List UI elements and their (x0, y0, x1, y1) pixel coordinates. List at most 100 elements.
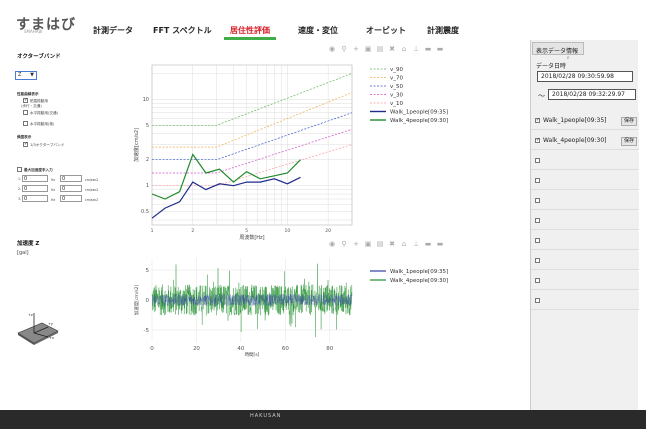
start-datetime-field[interactable]: 2018/02/28 09:30:59.98 (537, 71, 633, 82)
data-row-checkbox[interactable] (535, 178, 540, 183)
list-item-empty (531, 152, 639, 170)
tab-habitability[interactable]: 居住性評価 (230, 26, 270, 35)
hz-input[interactable]: 0 (22, 175, 48, 182)
spike-icon[interactable]: ⊥ (412, 240, 420, 248)
x-tick-label: 2 (191, 228, 194, 234)
data-row-checkbox[interactable] (535, 298, 540, 303)
legend-label: v_50 (390, 84, 404, 90)
hover-closest-icon[interactable]: ▬ (436, 45, 444, 53)
x-tick-label: 10 (285, 228, 291, 234)
y-tick-label: 1 (146, 183, 149, 189)
y-axis-label: 加速度[cm/s2] (133, 128, 140, 162)
hover-compare-icon[interactable]: ▬ (424, 45, 432, 53)
hz-unit: Hz (51, 188, 56, 192)
acc-input[interactable]: 0 (60, 185, 82, 192)
data-row-checkbox[interactable] (535, 258, 540, 263)
y-tick-label: -5 (144, 328, 150, 334)
list-item-empty (531, 232, 639, 250)
data-row-checkbox[interactable] (535, 278, 540, 283)
pan-icon[interactable]: + (353, 45, 359, 53)
home-icon[interactable]: ⌂ (401, 240, 407, 248)
data-row-checkbox[interactable] (535, 218, 540, 223)
data-row-checkbox[interactable] (535, 198, 540, 203)
series-line-v_90 (152, 73, 353, 126)
y-tick-label: 0.5 (141, 209, 149, 215)
time-history-chart[interactable]: 0 20 40 60 80 5 0 -5 時間[s] 加速度[cm/s2] Walk_1people… (130, 252, 520, 362)
autoscale-icon[interactable]: ✖ (389, 240, 395, 248)
octave-band-chart[interactable]: 0.5 1 2 5 10 1 2 5 10 20 周波数[Hz] 加速度[cm/s2] v_90 v_70… (130, 55, 490, 245)
datetime-range-separator: ～ (538, 92, 545, 100)
zoom-icon[interactable]: ⚲ (341, 45, 347, 53)
series-line-Walk_1people[09:35] (151, 176, 301, 219)
list-item: Walk_1people[09:35] 保存 (531, 112, 639, 130)
y-tick-label: 5 (146, 123, 149, 129)
chart1-toolbar: ◉ ⚲ + ▣ ▤ ✖ ⌂ ⊥ ▬ ▬ (328, 45, 444, 53)
data-row-label: Walk_1people[09:35] (543, 117, 607, 124)
zoom-out-icon[interactable]: ▤ (376, 240, 384, 248)
checkbox-horizontal-wind[interactable] (23, 121, 28, 126)
manual-max-accel-title: 最大加速度手入力 (24, 168, 53, 172)
checkbox-vertical[interactable] (23, 97, 28, 103)
footer (0, 410, 646, 429)
zoom-in-icon[interactable]: ▣ (364, 45, 372, 53)
tab-velocity-displacement[interactable]: 速度・変位 (298, 26, 338, 35)
data-row-checkbox[interactable] (535, 117, 540, 123)
save-button[interactable]: 保存 (621, 137, 637, 146)
y-tick-label: 10 (143, 97, 149, 103)
list-item-empty (531, 252, 639, 270)
autoscale-icon[interactable]: ✖ (389, 45, 395, 53)
data-row-checkbox[interactable] (535, 238, 540, 243)
hz-unit: Hz (51, 178, 56, 182)
hz-input[interactable]: 0 (22, 195, 48, 202)
list-item-empty (531, 272, 639, 290)
axis-select[interactable]: Z ▼ (15, 71, 37, 80)
data-row-checkbox[interactable] (535, 137, 540, 143)
display-data-info-tab[interactable]: 表示データ情報 (532, 42, 584, 55)
checkbox-horizontal-traffic[interactable] (23, 110, 28, 115)
acceleration-unit: [gal] (17, 250, 29, 256)
legend-label: Walk_4people[09:30] (390, 118, 448, 124)
series-line-v_30 (152, 128, 353, 174)
spike-icon[interactable]: ⊥ (412, 45, 420, 53)
pan-icon[interactable]: + (353, 240, 359, 248)
x-tick-label: 80 (326, 346, 333, 352)
y-axis-label: 加速度[cm/s2] (133, 284, 140, 315)
tab-orbit[interactable]: オービット (366, 26, 406, 35)
camera-icon[interactable]: ◉ (328, 240, 336, 248)
zoom-out-icon[interactable]: ▤ (376, 45, 384, 53)
acc-input[interactable]: 0 (60, 195, 82, 202)
checkbox-vertical-label: 鉛直振動用 (30, 99, 48, 103)
x-tick-label: 20 (325, 228, 331, 234)
tab-measurement-data[interactable]: 計測データ (93, 26, 133, 35)
acc-input[interactable]: 0 (60, 175, 82, 182)
checkbox-manual-max-accel[interactable] (17, 167, 22, 172)
legend-label: v_90 (390, 67, 404, 73)
x-tick-label: 40 (237, 346, 244, 352)
data-row-checkbox[interactable] (535, 158, 540, 163)
app-logo[interactable]: すまはび (16, 17, 76, 33)
y-tick-label: 5 (146, 268, 150, 274)
hz-input[interactable]: 0 (22, 185, 48, 192)
zoom-in-icon[interactable]: ▣ (364, 240, 372, 248)
checkbox-third-octave[interactable] (23, 141, 28, 147)
x-tick-label: 0 (150, 346, 154, 352)
header: すまはび SMAHABI 計測データ FFT スペクトル 居住性評価 速度・変位… (0, 0, 646, 40)
camera-icon[interactable]: ◉ (328, 45, 336, 53)
chevron-down-icon: ▼ (30, 72, 34, 78)
tab-seismic-intensity[interactable]: 計測震度 (427, 26, 459, 35)
x-tick-label: 5 (245, 228, 248, 234)
zoom-icon[interactable]: ⚲ (341, 240, 347, 248)
acc-unit: cm/sec2 (85, 188, 99, 192)
x-tick-label: 20 (193, 346, 200, 352)
home-icon[interactable]: ⌂ (401, 45, 407, 53)
hover-closest-icon[interactable]: ▬ (436, 240, 444, 248)
list-item-empty (531, 292, 639, 310)
tab-fft-spectrum[interactable]: FFT スペクトル (153, 26, 212, 35)
hover-compare-icon[interactable]: ▬ (424, 240, 432, 248)
acceleration-title: 加速度 Z (17, 241, 40, 247)
legend-label: Walk_1people[09:35] (390, 110, 448, 116)
end-datetime-field[interactable]: 2018/02/28 09:32:29.97 (548, 89, 636, 100)
list-item: Walk_4people[09:30] 保存 (531, 132, 639, 150)
save-button[interactable]: 保存 (621, 117, 637, 126)
